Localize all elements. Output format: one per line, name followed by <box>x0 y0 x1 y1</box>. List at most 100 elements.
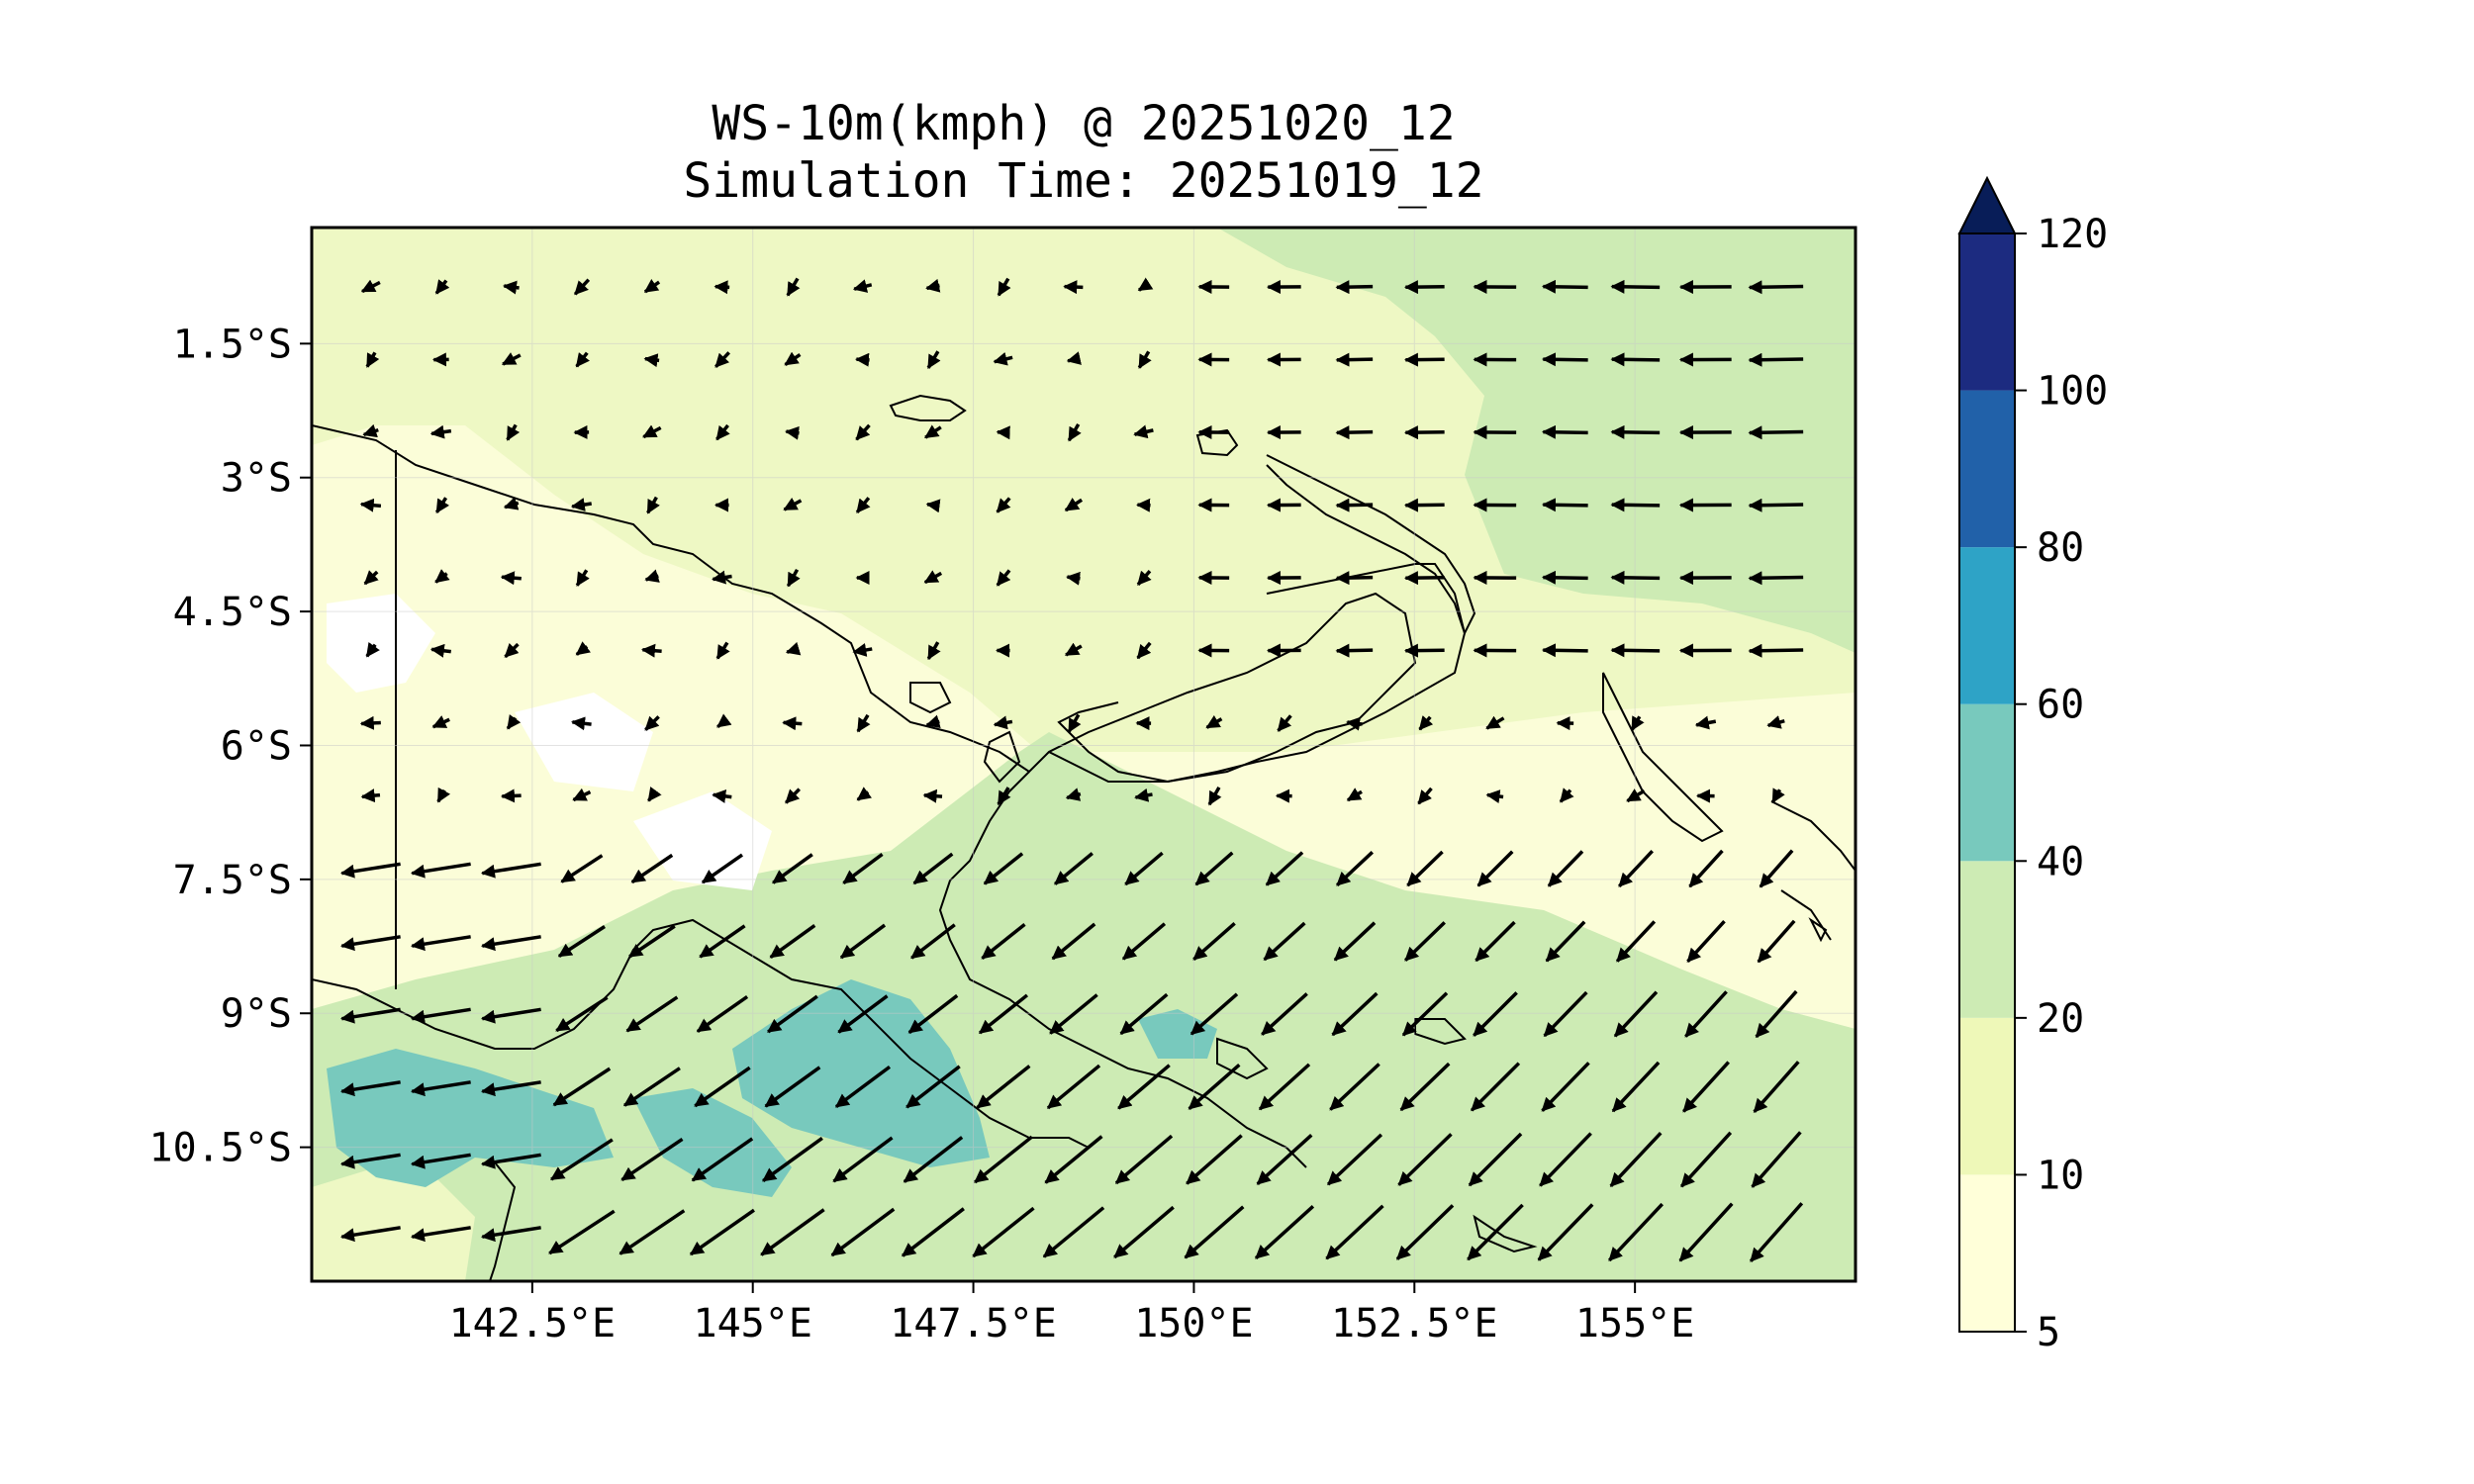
wind-vector <box>1205 714 1223 729</box>
wind-vector <box>855 352 870 367</box>
wind-vector <box>640 643 662 658</box>
wind-vector <box>1194 851 1234 886</box>
coastline-cape-york <box>489 1161 517 1281</box>
wind-vector <box>1543 990 1588 1038</box>
wind-vector <box>1186 1134 1243 1185</box>
wind-vector <box>1051 922 1096 961</box>
wind-vector <box>557 925 606 958</box>
wind-vector <box>480 862 541 879</box>
y-tick-label: 9°S <box>221 991 292 1037</box>
wind-vector <box>1613 990 1659 1038</box>
wind-vector <box>924 424 942 439</box>
wind-shade-40-60-mid <box>633 1088 792 1197</box>
wind-vector <box>1678 1202 1734 1262</box>
wind-vector <box>689 1208 755 1256</box>
wind-vector <box>622 1067 681 1107</box>
colorbar-tick-label: 80 <box>2037 525 2084 571</box>
wind-vector <box>1124 851 1164 886</box>
wind-vector <box>993 715 1013 730</box>
wind-vector <box>785 425 800 440</box>
wind-vector <box>1630 715 1645 731</box>
wind-vector <box>1064 498 1084 512</box>
x-tick-label: 152.5°E <box>1331 1301 1498 1346</box>
colorbar-tick-label: 60 <box>2037 683 2084 728</box>
wind-vector <box>1541 498 1588 512</box>
wind-shade-10-20-southwest <box>312 1167 475 1281</box>
wind-vector <box>1046 1064 1101 1110</box>
wind-vector <box>1694 715 1717 730</box>
wind-vector <box>1136 498 1151 512</box>
y-tick-label: 10.5°S <box>149 1126 293 1171</box>
wind-vector <box>925 278 941 293</box>
wind-vector <box>842 853 884 884</box>
x-axis: 142.5°E 145°E 147.5°E 150°E 152.5°E 155°E <box>449 1281 1694 1346</box>
wind-vector <box>646 496 660 514</box>
wind-vector <box>715 641 730 660</box>
wind-vector <box>1265 851 1304 886</box>
wind-vector <box>1119 992 1169 1036</box>
wind-vector <box>431 715 450 729</box>
wind-vector <box>1748 643 1804 658</box>
wind-vector <box>620 1137 684 1182</box>
wind-vector <box>359 498 382 512</box>
wind-vector <box>1403 352 1445 367</box>
wind-vector <box>1748 498 1804 512</box>
wind-vector <box>625 995 679 1033</box>
wind-vector <box>902 1207 965 1257</box>
wind-vector <box>1049 993 1098 1035</box>
wind-vector <box>1473 991 1518 1037</box>
coastline-manus <box>889 394 967 421</box>
wind-vector <box>500 788 522 803</box>
wind-vector <box>855 497 871 513</box>
wind-vector <box>410 1007 471 1024</box>
wind-vector <box>1541 1062 1590 1112</box>
map-plot-area <box>312 228 1856 1281</box>
x-tick-label: 150°E <box>1134 1301 1253 1346</box>
wind-vector <box>1541 643 1588 658</box>
wind-vector <box>1559 788 1574 803</box>
title-line-1: WS-10m(kmph) @ 20251020_12 <box>712 96 1456 151</box>
wind-vector <box>365 641 380 658</box>
wind-vector <box>480 1080 541 1097</box>
wind-vector <box>359 715 381 730</box>
colorbar-bin <box>1959 547 2015 704</box>
wind-vector <box>974 1135 1033 1184</box>
wind-vector <box>1485 789 1504 804</box>
wind-vector <box>1541 424 1588 439</box>
coastline-new-guinea-north <box>312 424 1417 783</box>
wind-vector <box>365 351 380 368</box>
wind-vector <box>993 351 1013 366</box>
wind-vector <box>1468 1132 1523 1187</box>
wind-vector <box>1335 571 1374 586</box>
wind-vector <box>783 497 803 511</box>
wind-vector <box>1067 423 1082 442</box>
wind-vector <box>1757 919 1796 964</box>
wind-vector <box>339 935 401 952</box>
wind-vector <box>1609 1131 1663 1188</box>
wind-vector <box>1042 1206 1105 1258</box>
wind-shade-white-interior <box>327 594 772 890</box>
wind-vector <box>996 569 1011 587</box>
wind-vector <box>1611 1061 1661 1113</box>
wind-vector <box>926 641 941 661</box>
colorbar-tick-label: 5 <box>2037 1310 2060 1355</box>
wind-vector <box>714 351 730 368</box>
wind-shade-20-40-northeast <box>1217 228 1856 653</box>
wind-vector <box>339 1226 401 1243</box>
wind-vector <box>339 862 401 879</box>
wind-vector <box>1417 787 1433 805</box>
wind-vector <box>855 423 871 441</box>
wind-vector <box>912 852 954 885</box>
wind-vector <box>714 280 730 295</box>
wind-vector <box>1326 1133 1383 1186</box>
wind-vector <box>549 1138 614 1181</box>
wind-vector <box>785 641 802 656</box>
wind-vector <box>852 279 873 293</box>
wind-vector <box>1470 1062 1521 1112</box>
y-axis: 1.5°S 3°S 4.5°S 6°S 7.5°S 9°S 10.5°S <box>149 322 312 1171</box>
wind-vector <box>434 279 450 295</box>
colorbar-bin <box>1959 1174 2015 1332</box>
wind-vector <box>410 1080 471 1097</box>
wind-vector <box>1121 922 1167 961</box>
wind-vector <box>1261 992 1308 1036</box>
